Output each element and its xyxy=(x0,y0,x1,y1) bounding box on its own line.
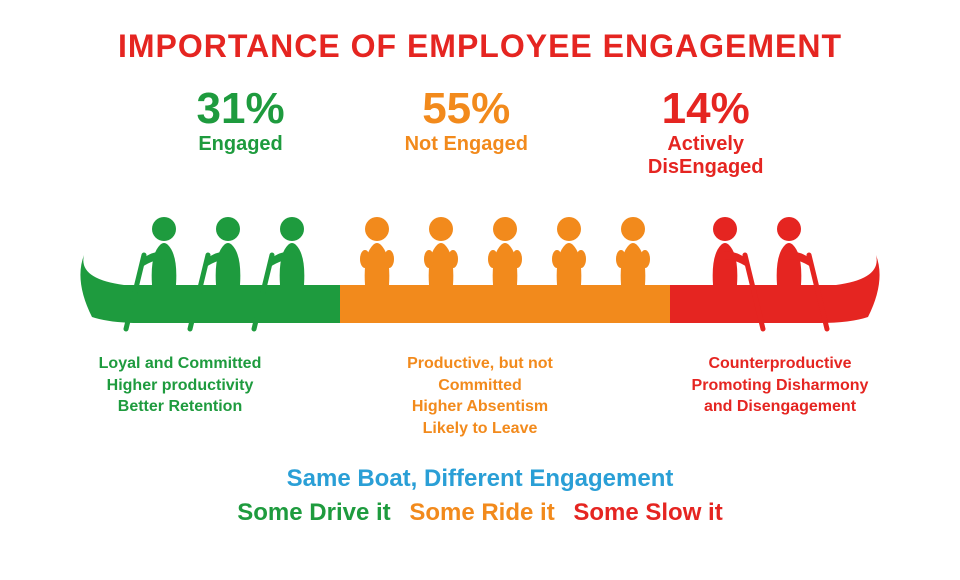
tagline-some-drive: Some Drive it Some Ride it Some Slow it xyxy=(0,499,960,527)
stats-row: 31% Engaged 55% Not Engaged 14% Actively… xyxy=(0,87,960,179)
stat-not-engaged-label: Not Engaged xyxy=(405,133,528,156)
stat-not-engaged-percent: 55% xyxy=(405,87,528,131)
rower-icon xyxy=(360,217,394,285)
tagline-part-ride: Some Ride it xyxy=(409,499,554,526)
desc-engaged: Loyal and Committed Higher productivity … xyxy=(65,353,295,439)
stat-disengaged: 14% Actively DisEngaged xyxy=(648,87,764,179)
boat-svg xyxy=(70,197,890,337)
stat-engaged-percent: 31% xyxy=(197,87,285,131)
tagline-same-boat: Same Boat, Different Engagement xyxy=(0,465,960,493)
tagline-part-slow: Some Slow it xyxy=(573,499,722,526)
stat-not-engaged: 55% Not Engaged xyxy=(405,87,528,179)
desc-not-engaged: Productive, but not Committed Higher Abs… xyxy=(365,353,595,439)
desc-disengaged: Counterproductive Promoting Disharmony a… xyxy=(665,353,895,439)
rower-icon xyxy=(616,217,650,285)
boat-illustration xyxy=(70,197,890,337)
descriptions-row: Loyal and Committed Higher productivity … xyxy=(0,353,960,439)
rower-icon xyxy=(552,217,586,285)
stat-disengaged-label: Actively DisEngaged xyxy=(648,133,764,179)
stat-engaged: 31% Engaged xyxy=(197,87,285,179)
stat-disengaged-percent: 14% xyxy=(648,87,764,131)
rower-icon xyxy=(488,217,522,285)
page-title: IMPORTANCE OF EMPLOYEE ENGAGEMENT xyxy=(0,0,960,65)
rower-icon xyxy=(424,217,458,285)
stat-engaged-label: Engaged xyxy=(197,133,285,156)
tagline-part-drive: Some Drive it xyxy=(237,499,390,526)
